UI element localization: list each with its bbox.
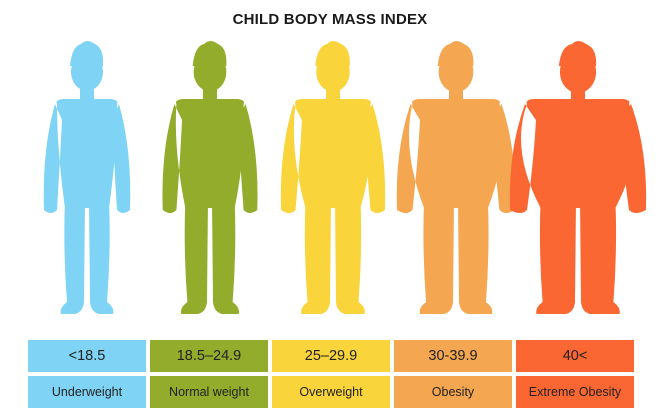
hair-shape — [70, 41, 104, 66]
range-cell-normal-weight: 18.5–24.9 — [150, 340, 268, 372]
figures-panel — [43, 41, 647, 314]
label-cell-normal-weight: Normal weight — [150, 376, 268, 408]
child-silhouette-obese-icon — [396, 41, 516, 314]
range-cell-underweight: <18.5 — [28, 340, 146, 372]
label-cell-extreme-obesity: Extreme Obesity — [516, 376, 634, 408]
hair-shape — [437, 41, 474, 66]
label-cell-underweight: Underweight — [28, 376, 146, 408]
body-shape — [162, 88, 258, 314]
child-silhouette-extreme-obese-icon — [509, 41, 647, 314]
child-silhouette-overweight-icon — [280, 41, 386, 314]
child-silhouette-normal-icon — [162, 41, 258, 314]
bmi-category-table: <18.5 18.5–24.9 25–29.9 30-39.9 40< Unde… — [28, 340, 640, 412]
hair-shape — [315, 41, 350, 66]
range-cell-extreme-obesity: 40< — [516, 340, 634, 372]
child-silhouette-thin-icon — [43, 41, 131, 314]
body-shape — [43, 88, 131, 314]
hair-shape — [192, 41, 227, 66]
body-shape — [396, 88, 516, 314]
body-shape — [280, 88, 386, 314]
range-cell-overweight: 25–29.9 — [272, 340, 390, 372]
range-cell-obesity: 30-39.9 — [394, 340, 512, 372]
body-shape — [509, 88, 647, 314]
label-cell-overweight: Overweight — [272, 376, 390, 408]
hair-shape — [558, 41, 597, 66]
chart-title: CHILD BODY MASS INDEX — [232, 11, 428, 28]
label-cell-obesity: Obesity — [394, 376, 512, 408]
